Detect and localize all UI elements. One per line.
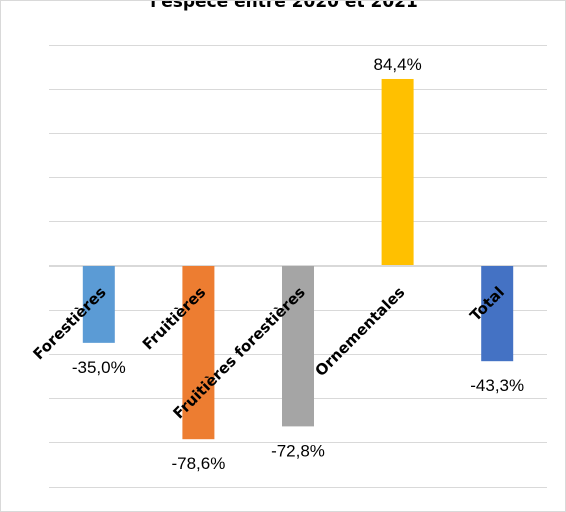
chart-title: l'espèce entre 2020 et 2021: [150, 0, 418, 12]
category-label: Ornementales: [312, 283, 409, 380]
data-label: -35,0%: [72, 358, 126, 377]
data-label: -43,3%: [470, 376, 524, 395]
bar: [282, 265, 314, 427]
data-label: 84,4%: [373, 55, 421, 74]
bar: [82, 265, 115, 343]
bar: [481, 265, 514, 362]
bar: [381, 78, 414, 266]
data-label: -72,8%: [271, 441, 325, 460]
bar: [182, 265, 215, 440]
data-label: -78,6%: [171, 454, 225, 473]
